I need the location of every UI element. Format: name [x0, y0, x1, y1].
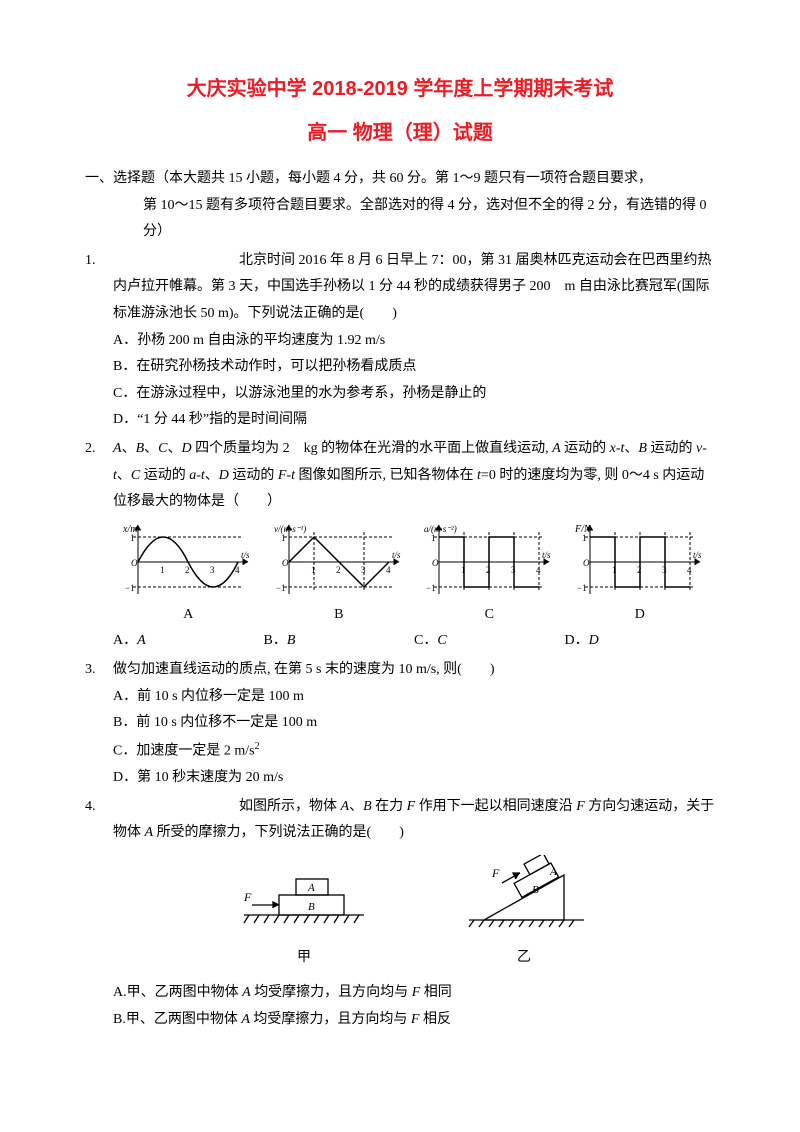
q4-opt-b: B.甲、乙两图中物体 A 均受摩擦力，且方向均与 F 相反: [113, 1007, 715, 1034]
exam-page: 大庆实验中学 2018-2019 学年度上学期期末考试 高一 物理（理）试题 一…: [0, 0, 800, 1073]
question-2: 2. A、B、C、D 四个质量均为 2 kg 的物体在光滑的水平面上做直线运动,…: [85, 436, 715, 655]
svg-text:F: F: [491, 866, 500, 880]
q2-figure-labels: A B C D: [113, 602, 715, 629]
label-d: D: [565, 602, 716, 629]
q2-opt-a: A．A: [113, 628, 264, 655]
svg-text:3: 3: [210, 565, 215, 575]
svg-text:2: 2: [336, 565, 341, 575]
svg-text:F: F: [243, 890, 252, 904]
title-line-2: 高一 物理（理）试题: [85, 114, 715, 152]
section-text-1: 选择题（本大题共 15 小题，每小题 4 分，共 60 分。第 1～9 题只有一…: [113, 171, 652, 186]
q2-opt-c: C．C: [414, 628, 565, 655]
question-body: A、B、C、D 四个质量均为 2 kg 的物体在光滑的水平面上做直线运动, A …: [113, 436, 715, 655]
section-body: 选择题（本大题共 15 小题，每小题 4 分，共 60 分。第 1～9 题只有一…: [113, 166, 715, 193]
q2-options: A．A B．B C．C D．D: [113, 628, 715, 655]
question-3: 3. 做匀加速直线运动的质点, 在第 5 s 末的速度为 10 m/s, 则( …: [85, 657, 715, 792]
svg-text:1: 1: [431, 533, 436, 543]
svg-text:1: 1: [461, 565, 466, 575]
section-text-2: 第 10～15 题有多项符合题目要求。全部选对的得 4 分，选对但不全的得 2 …: [85, 193, 715, 246]
svg-text:1: 1: [311, 565, 316, 575]
svg-text:3: 3: [511, 565, 516, 575]
svg-text:v/(m·s⁻¹): v/(m·s⁻¹): [274, 524, 306, 534]
q2-opt-b: B．B: [264, 628, 415, 655]
q2-text: A、B、C、D 四个质量均为 2 kg 的物体在光滑的水平面上做直线运动, A …: [113, 436, 715, 516]
svg-text:4: 4: [536, 565, 541, 575]
svg-text:3: 3: [361, 565, 366, 575]
svg-text:t/s: t/s: [392, 550, 401, 560]
q1-opt-d: D．“1 分 44 秒”指的是时间间隔: [113, 407, 715, 434]
svg-text:1: 1: [281, 533, 286, 543]
question-number: 1.: [85, 248, 113, 434]
svg-text:A: A: [549, 866, 557, 878]
caption-jia: 甲: [234, 945, 374, 972]
svg-text:1: 1: [582, 533, 587, 543]
q3-opt-b: B．前 10 s 内位移不一定是 100 m: [113, 710, 715, 737]
question-4: 4. 如图所示，物体 A、B 在力 F 作用下一起以相同速度沿 F 方向匀速运动…: [85, 794, 715, 1034]
q1-text: 北京时间 2016 年 8 月 6 日早上 7：00，第 31 届奥林匹克运动会…: [113, 248, 715, 328]
q4-opt-a: A.甲、乙两图中物体 A 均受摩擦力，且方向均与 F 相同: [113, 980, 715, 1007]
q3-opt-d: D．第 10 秒末速度为 20 m/s: [113, 765, 715, 792]
svg-text:−1: −1: [125, 583, 135, 593]
graph-a: x/m 1 −1 O 1234 t/s: [113, 522, 264, 600]
svg-text:O: O: [282, 558, 289, 568]
section-heading: 一、 选择题（本大题共 15 小题，每小题 4 分，共 60 分。第 1～9 题…: [85, 166, 715, 193]
q1-opt-b: B．在研究孙杨技术动作时，可以把孙杨看成质点: [113, 354, 715, 381]
svg-text:2: 2: [185, 565, 190, 575]
figure-yi: F A B 乙: [454, 855, 594, 972]
svg-text:A: A: [307, 882, 315, 894]
label-a: A: [113, 602, 264, 629]
svg-text:O: O: [432, 558, 439, 568]
svg-text:3: 3: [662, 565, 667, 575]
q3-text: 做匀加速直线运动的质点, 在第 5 s 末的速度为 10 m/s, 则( ): [113, 657, 715, 684]
graph-c: a/(m·s⁻²) 1 −1 O 1 2 3 4 t/s: [414, 522, 565, 600]
q4-text: 如图所示，物体 A、B 在力 F 作用下一起以相同速度沿 F 方向匀速运动，关于…: [113, 794, 715, 847]
q4-figure-row: F A B 甲: [113, 855, 715, 972]
label-b: B: [264, 602, 415, 629]
q2-opt-d: D．D: [565, 628, 716, 655]
graph-d: F/N 1 −1 O 1234 t/s: [565, 522, 716, 600]
svg-text:4: 4: [235, 565, 240, 575]
question-number: 3.: [85, 657, 113, 792]
question-body: 如图所示，物体 A、B 在力 F 作用下一起以相同速度沿 F 方向匀速运动，关于…: [113, 794, 715, 1034]
title-line-1: 大庆实验中学 2018-2019 学年度上学期期末考试: [85, 70, 715, 108]
svg-text:2: 2: [486, 565, 491, 575]
svg-text:t/s: t/s: [542, 550, 551, 560]
question-1: 1. 北京时间 2016 年 8 月 6 日早上 7：00，第 31 届奥林匹克…: [85, 248, 715, 434]
svg-text:O: O: [131, 558, 138, 568]
svg-text:4: 4: [687, 565, 692, 575]
svg-text:1: 1: [612, 565, 617, 575]
svg-text:−1: −1: [276, 583, 286, 593]
svg-text:−1: −1: [426, 583, 436, 593]
svg-text:t/s: t/s: [693, 550, 702, 560]
svg-text:4: 4: [386, 565, 391, 575]
q3-opt-c: C．加速度一定是 2 m/s2: [113, 737, 715, 765]
caption-yi: 乙: [454, 945, 594, 972]
question-body: 做匀加速直线运动的质点, 在第 5 s 末的速度为 10 m/s, 则( ) A…: [113, 657, 715, 792]
svg-text:1: 1: [160, 565, 165, 575]
svg-text:B: B: [532, 884, 539, 896]
svg-text:2: 2: [637, 565, 642, 575]
svg-text:a/(m·s⁻²): a/(m·s⁻²): [424, 524, 457, 534]
svg-text:−1: −1: [577, 583, 587, 593]
svg-text:t/s: t/s: [241, 550, 250, 560]
q2-figure-row: x/m 1 −1 O 1234 t/s: [113, 522, 715, 600]
figure-jia: F A B 甲: [234, 855, 374, 972]
q1-opt-a: A．孙杨 200 m 自由泳的平均速度为 1.92 m/s: [113, 328, 715, 355]
svg-text:1: 1: [130, 533, 135, 543]
question-body: 北京时间 2016 年 8 月 6 日早上 7：00，第 31 届奥林匹克运动会…: [113, 248, 715, 434]
svg-text:B: B: [308, 901, 315, 913]
section-label: 一、: [85, 166, 113, 193]
svg-text:O: O: [583, 558, 590, 568]
question-number: 4.: [85, 794, 113, 1034]
label-c: C: [414, 602, 565, 629]
q3-opt-a: A．前 10 s 内位移一定是 100 m: [113, 684, 715, 711]
graph-b: v/(m·s⁻¹) 1 −1 O 1 2 3 4 t/s: [264, 522, 415, 600]
q1-opt-c: C．在游泳过程中，以游泳池里的水为参考系，孙杨是静止的: [113, 381, 715, 408]
question-number: 2.: [85, 436, 113, 655]
